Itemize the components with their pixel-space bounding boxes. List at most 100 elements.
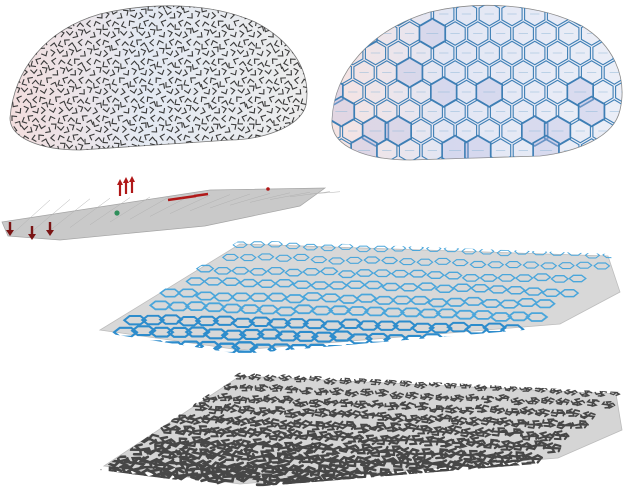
graph-cell — [373, 245, 389, 253]
linkage-motif — [281, 58, 301, 76]
graph-cell — [230, 292, 253, 302]
linkage-motif-3d — [277, 395, 294, 404]
graph-cell — [337, 294, 360, 304]
linkage-motif-3d — [450, 394, 465, 403]
linkage-motif-3d — [420, 392, 434, 401]
graph-cell — [302, 318, 328, 330]
surface-grid-line — [9, 199, 51, 237]
linkage-motif — [174, 57, 192, 77]
graph-cell — [122, 315, 148, 326]
linkage-motif-3d — [359, 388, 374, 397]
force-arrow-up — [117, 179, 123, 196]
linkage-motif-3d — [267, 472, 293, 487]
linkage-motif — [147, 77, 166, 96]
linkage-motif — [120, 57, 139, 76]
graph-cell — [363, 306, 388, 317]
graph-cell — [185, 277, 206, 286]
graph-cell — [238, 304, 262, 314]
tiling-cell — [489, 21, 512, 46]
linkage-motif-3d — [564, 388, 578, 396]
graph-cell — [434, 257, 452, 265]
graph-cell — [248, 316, 274, 327]
linkage-motif-3d — [230, 415, 251, 427]
tiling-cell — [398, 138, 421, 160]
linkage-motif — [129, 114, 147, 134]
linkage-motif-3d — [368, 399, 384, 409]
tiling-cell — [524, 79, 546, 105]
graph-cell — [339, 343, 368, 354]
tiling-cell — [410, 118, 432, 144]
linkage-motif — [83, 57, 102, 76]
linkage-motif — [183, 77, 202, 96]
linkage-motif — [228, 57, 247, 76]
surface-grid-line — [129, 196, 171, 220]
linkage-motif — [93, 38, 111, 58]
linkage-motif-3d — [464, 416, 483, 427]
linkage-motif-3d — [278, 373, 292, 382]
linkage-motif — [29, 20, 49, 38]
tiling-cell — [350, 17, 378, 50]
linkage-motif-3d — [383, 422, 402, 433]
linkage-motif — [282, 95, 300, 115]
graph-cell — [321, 345, 350, 354]
surface-grid-line — [229, 193, 271, 206]
linkage-motif-3d — [483, 481, 509, 488]
linkage-motif — [219, 38, 238, 57]
linkage-motif-3d — [565, 408, 581, 418]
linkage-motif-3d — [609, 388, 623, 397]
graph-cell — [158, 314, 184, 325]
surface-grid-line — [249, 192, 291, 203]
linkage-motif — [263, 133, 282, 150]
graph-cell — [148, 326, 175, 338]
graph-cell — [532, 273, 552, 282]
linkage-motif — [39, 77, 58, 96]
linkage-motif-3d — [239, 383, 254, 392]
linkage-motif-3d — [414, 401, 429, 411]
linkage-motif — [119, 95, 139, 114]
graph-cell — [550, 275, 570, 283]
graph-cell — [444, 297, 467, 307]
graph-cell — [355, 245, 372, 253]
graph-cell — [238, 328, 265, 340]
linkage-motif — [119, 20, 138, 39]
linkage-motif-3d — [344, 389, 359, 398]
graph-cell — [356, 320, 381, 331]
linkage-motif — [264, 95, 283, 114]
graph-cell — [373, 269, 392, 278]
linkage-motif-3d — [192, 402, 210, 412]
linkage-motif-3d — [314, 387, 329, 396]
linkage-motif-3d — [504, 408, 520, 416]
linkage-motif-3d — [570, 398, 586, 407]
tiling-cell — [558, 138, 580, 160]
surface-grid-line — [189, 194, 231, 212]
linkage-motif — [156, 19, 175, 38]
graph-cell — [230, 317, 256, 328]
graph-cell — [541, 288, 562, 298]
linkage-motif-3d — [267, 430, 287, 442]
linkage-motif — [93, 76, 111, 96]
linkage-motif-3d — [404, 414, 423, 424]
linkage-motif-3d — [389, 434, 409, 445]
linkage-motif — [228, 96, 247, 115]
graph-cell — [496, 249, 513, 257]
graph-cell — [202, 328, 229, 340]
graph-cell — [345, 256, 363, 264]
linkage-motif — [165, 76, 183, 96]
linkage-motif-3d — [284, 385, 299, 394]
linkage-motif-3d — [534, 385, 548, 393]
tiling-cell — [455, 5, 478, 27]
tiling-cell — [603, 60, 623, 85]
linkage-motif-3d — [308, 398, 324, 408]
linkage-motif-3d — [160, 446, 183, 460]
linkage-motif-3d — [322, 443, 345, 456]
graph-cell — [525, 312, 549, 322]
linkage-motif — [102, 57, 120, 77]
graph-cell — [504, 261, 522, 269]
surface-grid-line — [29, 199, 71, 234]
tiling-cell — [353, 60, 375, 85]
graph-cell — [266, 318, 292, 329]
graph-cell — [416, 282, 437, 291]
linkage-motif-3d — [284, 408, 301, 419]
linkage-motif-3d — [352, 443, 375, 455]
graph-cell — [292, 330, 319, 342]
